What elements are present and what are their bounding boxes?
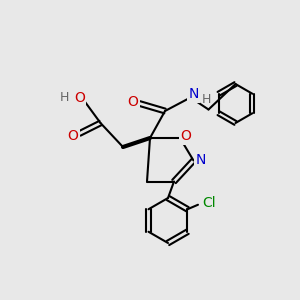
Text: O: O: [68, 130, 78, 143]
Text: H: H: [202, 93, 211, 106]
Text: O: O: [180, 130, 191, 143]
Text: N: N: [188, 88, 199, 101]
Text: Cl: Cl: [202, 196, 216, 210]
Text: H: H: [60, 91, 69, 104]
Text: O: O: [128, 95, 138, 109]
Text: O: O: [74, 91, 85, 104]
Text: N: N: [196, 154, 206, 167]
